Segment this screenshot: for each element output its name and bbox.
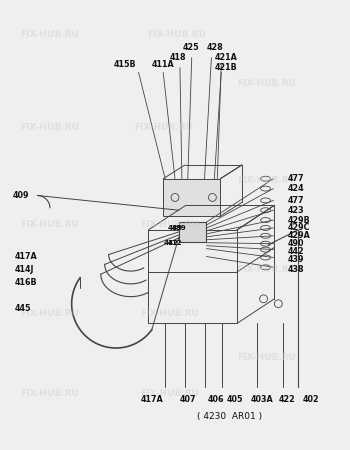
Text: FIX-HUB.RU: FIX-HUB.RU <box>134 123 192 132</box>
Text: 429C: 429C <box>288 224 311 233</box>
Text: FIX-HUB.RU: FIX-HUB.RU <box>20 389 79 398</box>
Text: 477: 477 <box>288 196 304 205</box>
Text: FIX-HUB.RU: FIX-HUB.RU <box>237 265 296 274</box>
Text: 411A: 411A <box>152 60 174 69</box>
Text: 421A: 421A <box>214 53 237 62</box>
Text: 477: 477 <box>288 174 304 183</box>
Text: 429A: 429A <box>288 231 311 240</box>
Text: 438: 438 <box>288 265 305 274</box>
Text: 428: 428 <box>206 43 223 52</box>
Text: FIX-HUB.RU: FIX-HUB.RU <box>141 389 200 398</box>
Text: 415B: 415B <box>114 60 136 69</box>
Text: FIX-HUB.RU: FIX-HUB.RU <box>20 220 79 230</box>
Text: FIX-HUB.RU: FIX-HUB.RU <box>20 123 79 132</box>
Text: FIX-HUB.RU: FIX-HUB.RU <box>237 353 296 362</box>
Text: 421B: 421B <box>214 63 237 72</box>
Text: 489: 489 <box>168 225 183 231</box>
Text: 405: 405 <box>227 395 244 404</box>
Text: 489: 489 <box>172 225 187 231</box>
Text: 402: 402 <box>303 395 320 404</box>
Text: FIX-HUB.RU: FIX-HUB.RU <box>237 176 296 185</box>
Text: 409: 409 <box>13 191 29 200</box>
Text: 429B: 429B <box>288 216 311 225</box>
Text: ( 4230  AR01 ): ( 4230 AR01 ) <box>197 412 262 421</box>
Text: 424: 424 <box>288 184 305 193</box>
Text: FIX-HUB.RU: FIX-HUB.RU <box>20 30 79 39</box>
Text: 416B: 416B <box>15 278 37 287</box>
Text: 414J: 414J <box>15 265 34 274</box>
Text: 425: 425 <box>183 43 200 52</box>
Text: FIX-HUB.RU: FIX-HUB.RU <box>20 309 79 318</box>
Bar <box>179 222 206 242</box>
Text: 403A: 403A <box>251 395 274 404</box>
Bar <box>148 230 237 324</box>
Text: 418: 418 <box>170 53 187 62</box>
Text: 406: 406 <box>208 395 224 404</box>
Text: 439: 439 <box>288 255 304 264</box>
Text: 423: 423 <box>288 206 305 215</box>
Text: FIX-HUB.RU: FIX-HUB.RU <box>147 30 206 39</box>
Bar <box>163 179 220 216</box>
Text: 490: 490 <box>288 239 304 248</box>
Text: FIX-HUB.RU: FIX-HUB.RU <box>237 79 296 88</box>
Text: FIX-HUB.RU: FIX-HUB.RU <box>141 309 200 318</box>
Text: 417A: 417A <box>141 395 163 404</box>
Text: 422: 422 <box>278 395 295 404</box>
Text: 412: 412 <box>163 240 178 246</box>
Text: 407: 407 <box>180 395 196 404</box>
Text: 442: 442 <box>288 247 305 256</box>
Text: FIX-HUB.RU: FIX-HUB.RU <box>141 220 200 230</box>
Text: 445: 445 <box>15 304 31 313</box>
Text: 412: 412 <box>168 240 183 246</box>
Text: 417A: 417A <box>15 252 37 261</box>
